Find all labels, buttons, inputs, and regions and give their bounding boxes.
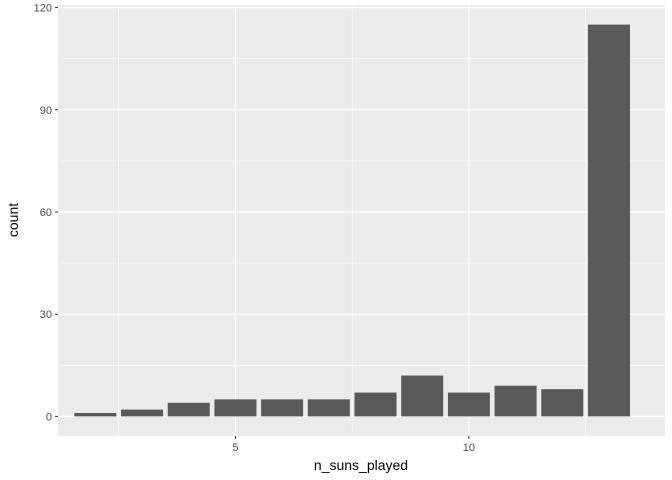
bar (447, 392, 490, 417)
y-tick-label: 90 (40, 105, 52, 117)
minor-gridlines (58, 5, 665, 436)
x-tick-label: 10 (463, 442, 475, 454)
y-tick-label: 30 (40, 309, 52, 321)
bar (587, 24, 630, 417)
major-gridlines (58, 5, 665, 436)
bar (74, 413, 117, 417)
bar (214, 399, 257, 417)
x-axis: 5 10 (232, 436, 475, 454)
bar (354, 392, 397, 417)
bar (121, 409, 164, 417)
y-tick-label: 120 (34, 3, 52, 15)
bar (541, 389, 584, 417)
bar (401, 375, 444, 417)
y-tick-label: 0 (46, 411, 52, 423)
y-tick-label: 60 (40, 207, 52, 219)
bar (307, 399, 350, 417)
y-axis-title: count (5, 203, 21, 237)
x-axis-title: n_suns_played (314, 457, 408, 473)
bar (494, 385, 537, 417)
x-tick-label: 5 (232, 442, 238, 454)
y-axis: 0 30 60 90 120 (34, 3, 58, 423)
bar (167, 402, 210, 417)
bars (74, 24, 630, 417)
panel-background (58, 5, 665, 436)
bar (261, 399, 304, 417)
